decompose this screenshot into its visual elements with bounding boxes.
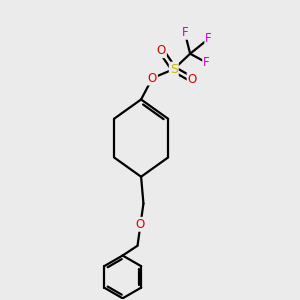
Text: O: O bbox=[148, 72, 157, 85]
Text: O: O bbox=[136, 218, 145, 231]
Text: S: S bbox=[170, 63, 178, 76]
Text: F: F bbox=[205, 32, 212, 45]
Text: O: O bbox=[157, 44, 166, 57]
Text: O: O bbox=[188, 73, 197, 86]
Text: F: F bbox=[182, 26, 188, 39]
Text: F: F bbox=[203, 56, 210, 69]
